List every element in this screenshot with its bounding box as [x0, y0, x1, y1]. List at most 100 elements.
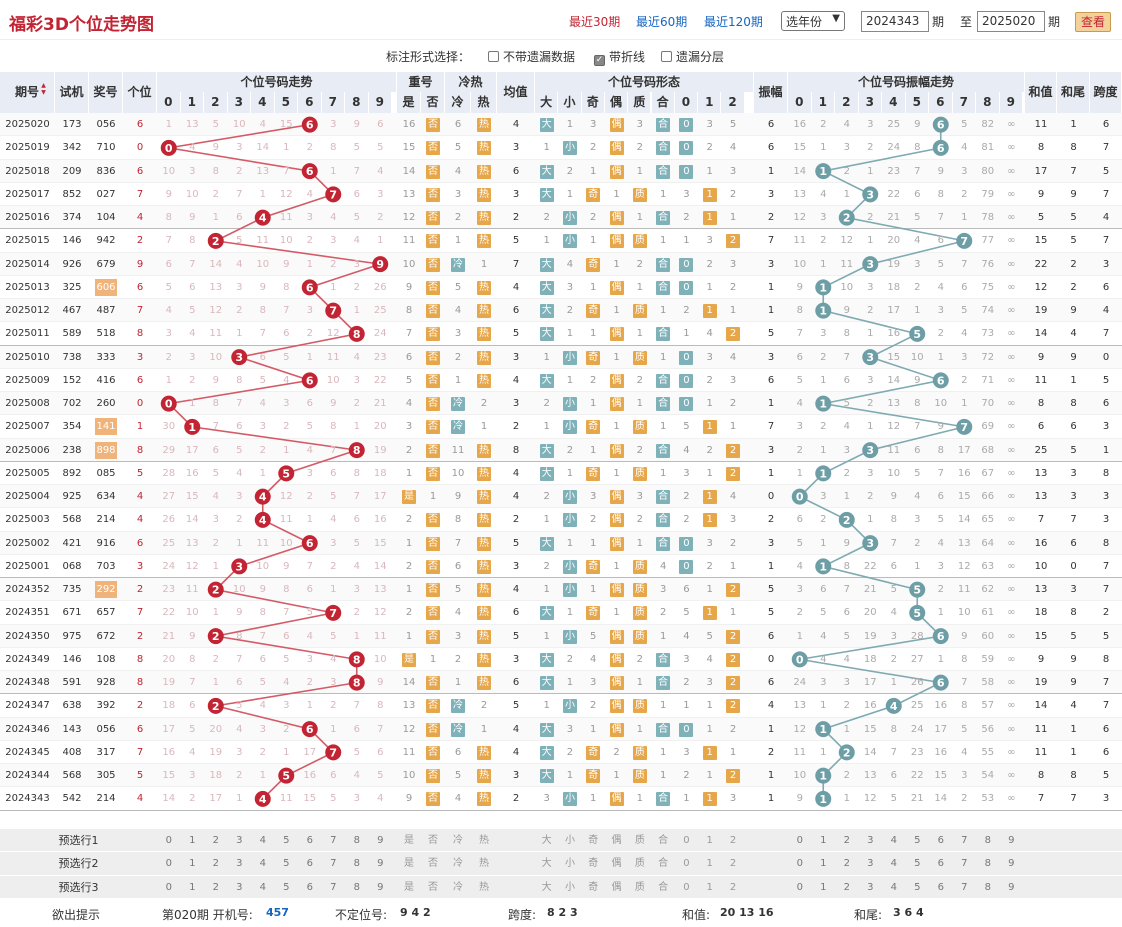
preselect-amp[interactable]: 6: [937, 881, 944, 893]
preselect-digit[interactable]: 2: [212, 835, 219, 846]
to-issue-input[interactable]: 2025020: [977, 11, 1045, 32]
link-last-120[interactable]: 最近120期: [704, 15, 763, 29]
preselect-form[interactable]: 奇: [588, 858, 599, 870]
preselect-digit[interactable]: 7: [330, 881, 337, 893]
preselect-amp[interactable]: 7: [961, 881, 968, 893]
preselect-digit[interactable]: 1: [189, 881, 196, 893]
preselect-form[interactable]: 大: [541, 835, 552, 846]
preselect-amp[interactable]: 7: [961, 835, 968, 846]
preselect-form[interactable]: 2: [729, 835, 737, 846]
preselect-hot[interactable]: 热: [479, 858, 489, 870]
preselect-repeat[interactable]: 是: [404, 858, 414, 870]
preselect-amp[interactable]: 8: [984, 881, 991, 893]
preselect-digit[interactable]: 4: [259, 858, 266, 870]
preselect-digit[interactable]: 1: [189, 835, 196, 846]
preselect-form[interactable]: 2: [729, 858, 737, 870]
preselect-form[interactable]: 合: [658, 881, 669, 893]
preselect-amp[interactable]: 0: [796, 881, 803, 893]
option-layer[interactable]: 遗漏分层: [661, 48, 724, 65]
preselect-amp[interactable]: 6: [937, 858, 944, 870]
year-select[interactable]: 选年份 ▼: [781, 11, 845, 31]
preselect-digit[interactable]: 2: [212, 881, 219, 893]
preselect-amp[interactable]: 3: [867, 881, 874, 893]
preselect-hot[interactable]: 热: [479, 881, 489, 893]
preselect-amp[interactable]: 2: [843, 881, 850, 893]
preselect-amp[interactable]: 3: [867, 835, 874, 846]
preselect-amp[interactable]: 8: [984, 835, 991, 846]
option-line[interactable]: ✓ 带折线: [594, 48, 645, 66]
preselect-repeat[interactable]: 是: [404, 881, 414, 893]
preselect-digit[interactable]: 5: [283, 881, 290, 893]
checkbox-icon[interactable]: [488, 51, 499, 62]
checkbox-checked-icon[interactable]: ✓: [594, 55, 605, 66]
preselect-amp[interactable]: 2: [843, 858, 850, 870]
preselect-digit[interactable]: 2: [212, 858, 219, 870]
preselect-form[interactable]: 大: [541, 858, 552, 870]
preselect-amp[interactable]: 2: [843, 835, 850, 846]
preselect-form[interactable]: 偶: [611, 881, 622, 893]
preselect-form[interactable]: 奇: [588, 835, 599, 846]
preselect-digit[interactable]: 3: [236, 835, 243, 846]
preselect-digit[interactable]: 4: [259, 881, 266, 893]
preselect-digit[interactable]: 6: [306, 881, 313, 893]
preselect-digit[interactable]: 0: [165, 835, 172, 846]
preselect-form[interactable]: 合: [658, 858, 669, 870]
preselect-repeat[interactable]: 否: [428, 858, 438, 870]
preselect-form[interactable]: 1: [706, 858, 713, 870]
preselect-amp[interactable]: 0: [796, 858, 803, 870]
preselect-amp[interactable]: 3: [867, 858, 874, 870]
preselect-amp[interactable]: 5: [914, 858, 921, 870]
preselect-hot[interactable]: 冷: [453, 835, 463, 846]
preselect-amp[interactable]: 5: [914, 881, 921, 893]
preselect-form[interactable]: 小: [564, 881, 575, 893]
preselect-form[interactable]: 2: [729, 881, 737, 893]
preselect-repeat[interactable]: 是: [404, 835, 414, 846]
preselect-form[interactable]: 0: [683, 881, 690, 893]
preselect-amp[interactable]: 9: [1008, 858, 1015, 870]
preselect-amp[interactable]: 9: [1008, 881, 1015, 893]
preselect-digit[interactable]: 9: [377, 858, 384, 870]
preselect-digit[interactable]: 9: [377, 881, 384, 893]
preselect-hot[interactable]: 冷: [453, 858, 463, 870]
preselect-form[interactable]: 0: [683, 835, 690, 846]
checkbox-icon[interactable]: [661, 51, 672, 62]
preselect-digit[interactable]: 1: [189, 858, 196, 870]
preselect-repeat[interactable]: 否: [428, 881, 438, 893]
preselect-amp[interactable]: 1: [820, 881, 827, 893]
preselect-digit[interactable]: 9: [377, 835, 384, 846]
preselect-form[interactable]: 小: [564, 858, 575, 870]
preselect-amp[interactable]: 4: [890, 858, 897, 870]
preselect-form[interactable]: 质: [634, 835, 645, 846]
preselect-digit[interactable]: 0: [165, 858, 172, 870]
option-no-miss[interactable]: 不带遗漏数据: [488, 48, 575, 65]
from-issue-input[interactable]: 2024343: [861, 11, 929, 32]
preselect-form[interactable]: 1: [706, 835, 713, 846]
preselect-digit[interactable]: 4: [259, 835, 266, 846]
preselect-digit[interactable]: 7: [330, 835, 337, 846]
preselect-digit[interactable]: 8: [353, 858, 360, 870]
preselect-digit[interactable]: 7: [330, 858, 337, 870]
preselect-amp[interactable]: 0: [796, 835, 803, 846]
sort-icon[interactable]: ▲▼: [40, 82, 47, 96]
preselect-form[interactable]: 质: [634, 858, 645, 870]
preselect-digit[interactable]: 6: [306, 858, 313, 870]
preselect-amp[interactable]: 5: [914, 835, 921, 846]
preselect-digit[interactable]: 8: [353, 881, 360, 893]
preselect-digit[interactable]: 0: [165, 881, 172, 893]
preselect-hot[interactable]: 冷: [453, 881, 463, 893]
preselect-amp[interactable]: 4: [890, 881, 897, 893]
preselect-form[interactable]: 奇: [588, 881, 599, 893]
preselect-digit[interactable]: 5: [283, 835, 290, 846]
preselect-form[interactable]: 0: [683, 858, 690, 870]
preselect-digit[interactable]: 5: [283, 858, 290, 870]
preselect-form[interactable]: 合: [658, 835, 669, 846]
link-last-60[interactable]: 最近60期: [636, 15, 688, 29]
preselect-amp[interactable]: 9: [1008, 835, 1015, 846]
preselect-amp[interactable]: 6: [937, 835, 944, 846]
preselect-hot[interactable]: 热: [479, 835, 489, 846]
preselect-form[interactable]: 1: [706, 881, 713, 893]
preselect-form[interactable]: 偶: [611, 858, 622, 870]
preselect-digit[interactable]: 6: [306, 835, 313, 846]
preselect-repeat[interactable]: 否: [428, 835, 438, 846]
preselect-form[interactable]: 质: [634, 881, 645, 893]
